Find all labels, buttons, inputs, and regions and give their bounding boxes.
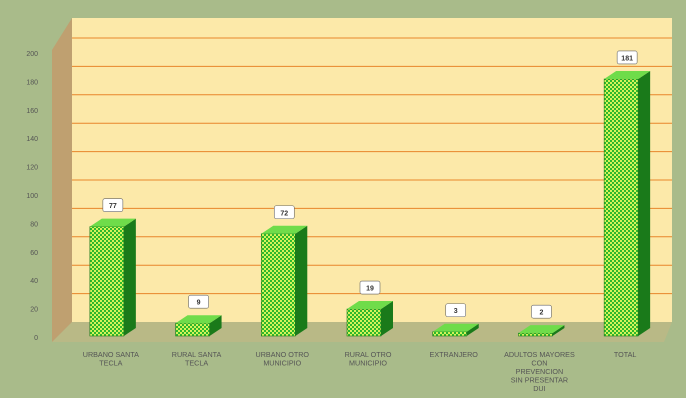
data-label-text: 72: [280, 210, 288, 217]
data-label-text: 2: [539, 310, 543, 317]
data-label-box: [359, 280, 381, 295]
data-label-text: 9: [197, 300, 201, 307]
data-label: 72: [273, 205, 295, 220]
y-tick-label: 160: [26, 108, 38, 115]
bar: [175, 315, 222, 337]
data-label: 2: [531, 304, 552, 319]
bar-top: [604, 70, 651, 79]
y-tick-label: 0: [34, 335, 38, 342]
x-tick-label: URBANO SANTA TECLA: [83, 350, 139, 368]
data-label: 181: [616, 50, 638, 65]
data-label: 3: [445, 303, 467, 318]
x-tick-label: TOTAL: [614, 350, 637, 359]
y-tick-label: 20: [30, 307, 38, 314]
bar: [518, 325, 565, 337]
x-tick-label: ADULTOS MAYORES CON PREVENCION SIN PRESENTA…: [504, 350, 575, 393]
data-label-box: [445, 303, 467, 318]
bar-top: [518, 325, 565, 334]
bar-side: [295, 225, 308, 336]
data-label: 19: [359, 280, 381, 295]
bar: [89, 218, 136, 337]
bar: [432, 323, 479, 337]
y-axis-ticks: 0 20 40 60 80 100 120 140 160 180 200: [26, 51, 38, 342]
bar-top: [89, 218, 136, 227]
bars: [89, 70, 651, 337]
x-axis-labels: URBANO SANTA TECLA RURAL SANTA TECLA URBANO …: [83, 350, 637, 393]
data-label-box: [188, 294, 209, 309]
data-labels: 77 9 72 19 3 2 181: [102, 50, 638, 319]
data-label-text: 77: [109, 203, 117, 210]
data-label-text: 181: [621, 55, 633, 62]
bar-side: [638, 70, 651, 336]
y-tick-label: 120: [26, 165, 38, 172]
data-label: 77: [102, 198, 124, 212]
x-tick-label: RURAL SANTA TECLA: [172, 350, 222, 368]
bar-side: [123, 218, 136, 336]
data-label-box: [102, 198, 124, 212]
bar-front: [432, 331, 468, 337]
data-label-box: [273, 205, 295, 220]
data-label-box: [616, 50, 638, 65]
data-label-text: 3: [454, 308, 458, 315]
x-tick-label: URBANO OTRO MUNICIPIO: [256, 350, 310, 368]
y-tick-label: 100: [26, 193, 38, 200]
y-tick-label: 40: [30, 278, 38, 285]
data-label-box: [531, 304, 552, 319]
bar-front: [89, 226, 125, 337]
bar-top: [175, 315, 222, 324]
bar: [260, 225, 308, 337]
y-tick-label: 60: [30, 250, 38, 257]
bar-front: [603, 78, 639, 337]
data-label: 9: [188, 294, 209, 309]
bar-top: [347, 301, 393, 310]
bar: [603, 70, 651, 337]
bar-side: [552, 325, 565, 336]
bar-side: [209, 315, 222, 336]
bar-front: [518, 332, 553, 337]
chart-side-wall: [52, 18, 72, 342]
bar-front: [260, 233, 296, 337]
bar-front: [346, 308, 382, 337]
chart-back-wall: [72, 18, 672, 322]
y-tick-label: 80: [30, 221, 38, 228]
bar-top: [432, 323, 479, 332]
y-tick-label: 180: [26, 79, 38, 86]
x-tick-label: EXTRANJERO: [430, 350, 479, 359]
bar-side: [466, 323, 479, 336]
y-tick-label: 200: [26, 51, 38, 58]
y-tick-label: 140: [26, 136, 38, 143]
bar: [346, 301, 393, 337]
bar-front: [175, 322, 210, 337]
bar-top: [261, 225, 308, 234]
bar-side: [381, 301, 393, 336]
x-tick-label: RURAL OTRO MUNICIPIO: [345, 350, 392, 368]
data-label-text: 19: [366, 286, 374, 293]
